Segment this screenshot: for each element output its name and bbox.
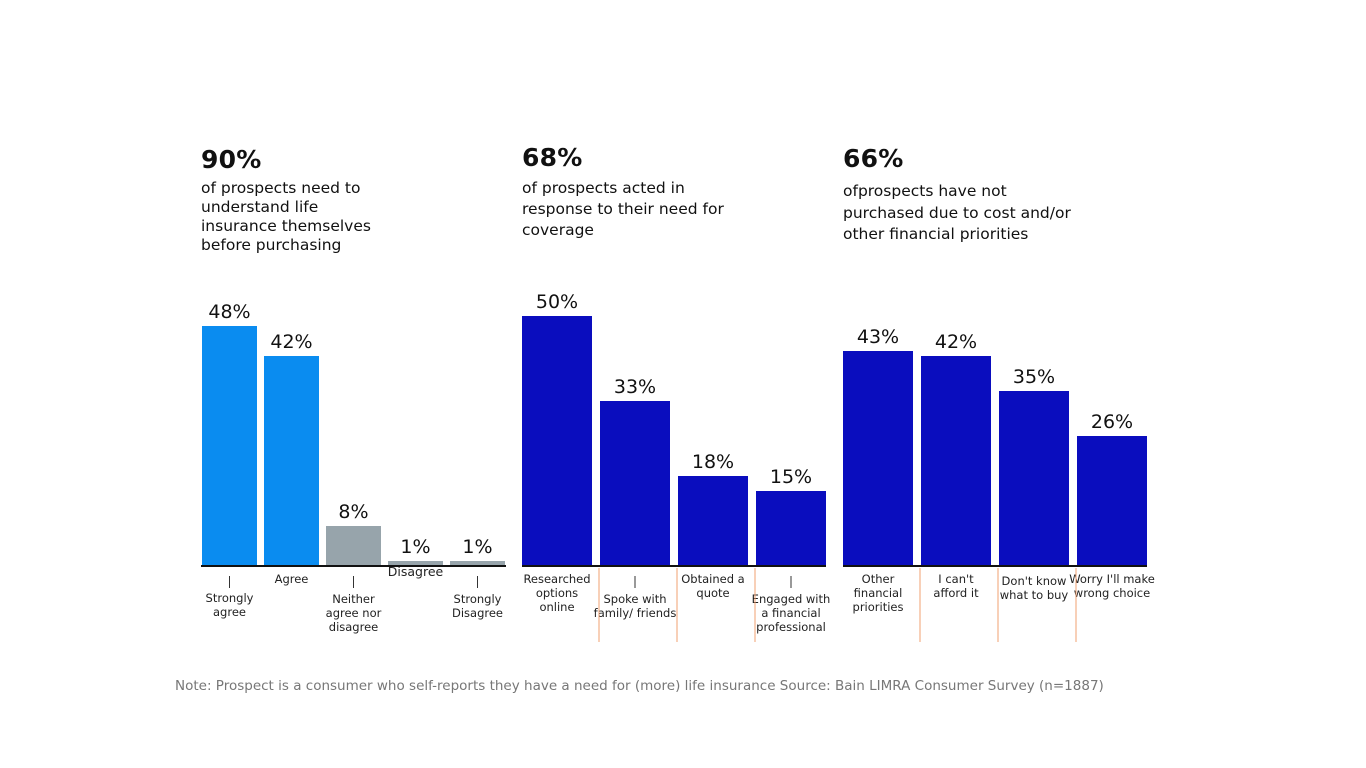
data-label: 35% (1013, 366, 1055, 388)
panel-1-description: of prospects need to understand life ins… (201, 179, 371, 255)
bar (264, 356, 319, 566)
category-label: financial (854, 586, 903, 600)
data-label: 42% (270, 331, 312, 353)
category-label: wrong choice (1074, 586, 1150, 600)
category-label: agree (213, 605, 246, 619)
category-label: I can't (938, 572, 974, 586)
category-label: family/ friends (594, 606, 677, 620)
category-label: afford it (933, 586, 979, 600)
category-label: Disagree (452, 606, 503, 620)
category-label: what to buy (1000, 588, 1069, 602)
panel-1-description-line: of prospects need to (201, 179, 361, 197)
data-label: 1% (462, 536, 492, 558)
data-label: 18% (692, 451, 734, 473)
category-label: online (539, 600, 574, 614)
category-label: Agree (275, 572, 309, 586)
category-label: Engaged with (752, 592, 831, 606)
category-label: Neither (332, 592, 375, 606)
data-label: 15% (770, 466, 812, 488)
panel-2-description: of prospects acted in response to their … (522, 178, 724, 241)
data-label: 43% (857, 326, 899, 348)
panel-1-headline: 90% (201, 145, 262, 174)
category-label: Other (862, 572, 895, 586)
category-label: priorities (853, 600, 904, 614)
bar (600, 401, 670, 566)
bar (450, 561, 505, 566)
category-label: Disagree (388, 564, 444, 579)
bar (326, 526, 381, 566)
category-label: Researched (523, 572, 590, 586)
category-label: Strongly (454, 592, 502, 606)
bar (388, 561, 443, 566)
bar (522, 316, 592, 566)
category-label: Spoke with (603, 592, 666, 606)
category-label: agree nor (326, 606, 382, 620)
panel-1-description-line: insurance themselves (201, 217, 371, 235)
bar (843, 351, 913, 566)
data-label: 50% (536, 291, 578, 313)
panel-3-headline: 66% (843, 144, 904, 173)
panel-2-description-line: coverage (522, 221, 594, 239)
panel-3-description-line: purchased due to cost and/or (843, 203, 1071, 222)
panel-2-description-line: of prospects acted in (522, 179, 685, 197)
panel-3-description-line: ofprospects have not (843, 182, 1007, 200)
category-label: Don't know (1002, 574, 1067, 588)
panel-2-description-line: response to their need for (522, 200, 724, 218)
panel-2-headline: 68% (522, 143, 583, 172)
category-label: Strongly (206, 591, 254, 605)
bar (756, 491, 826, 566)
panel-1-description-line: understand life (201, 198, 319, 216)
category-label: Obtained a (681, 572, 744, 586)
category-label: disagree (329, 620, 378, 634)
bar (678, 476, 748, 566)
panel-1-description-line: before purchasing (201, 236, 342, 254)
data-label: 42% (935, 331, 977, 353)
data-label: 33% (614, 376, 656, 398)
panel-3-description-line: other financial priorities (843, 225, 1029, 243)
category-label: a financial (761, 606, 820, 620)
data-label: 48% (208, 301, 250, 323)
category-label: Worry I'll make (1069, 572, 1155, 586)
panel-3-description: ofprospects have not purchased due to co… (843, 181, 1071, 246)
data-label: 26% (1091, 411, 1133, 433)
category-label: options (536, 586, 578, 600)
bar (1077, 436, 1147, 566)
data-label: 8% (338, 501, 368, 523)
bar (999, 391, 1069, 566)
data-label: 1% (400, 536, 430, 558)
category-label: professional (756, 620, 826, 634)
category-label: quote (696, 586, 729, 600)
footnote: Note: Prospect is a consumer who self-re… (175, 678, 1104, 694)
bar (202, 326, 257, 566)
bar (921, 356, 991, 566)
